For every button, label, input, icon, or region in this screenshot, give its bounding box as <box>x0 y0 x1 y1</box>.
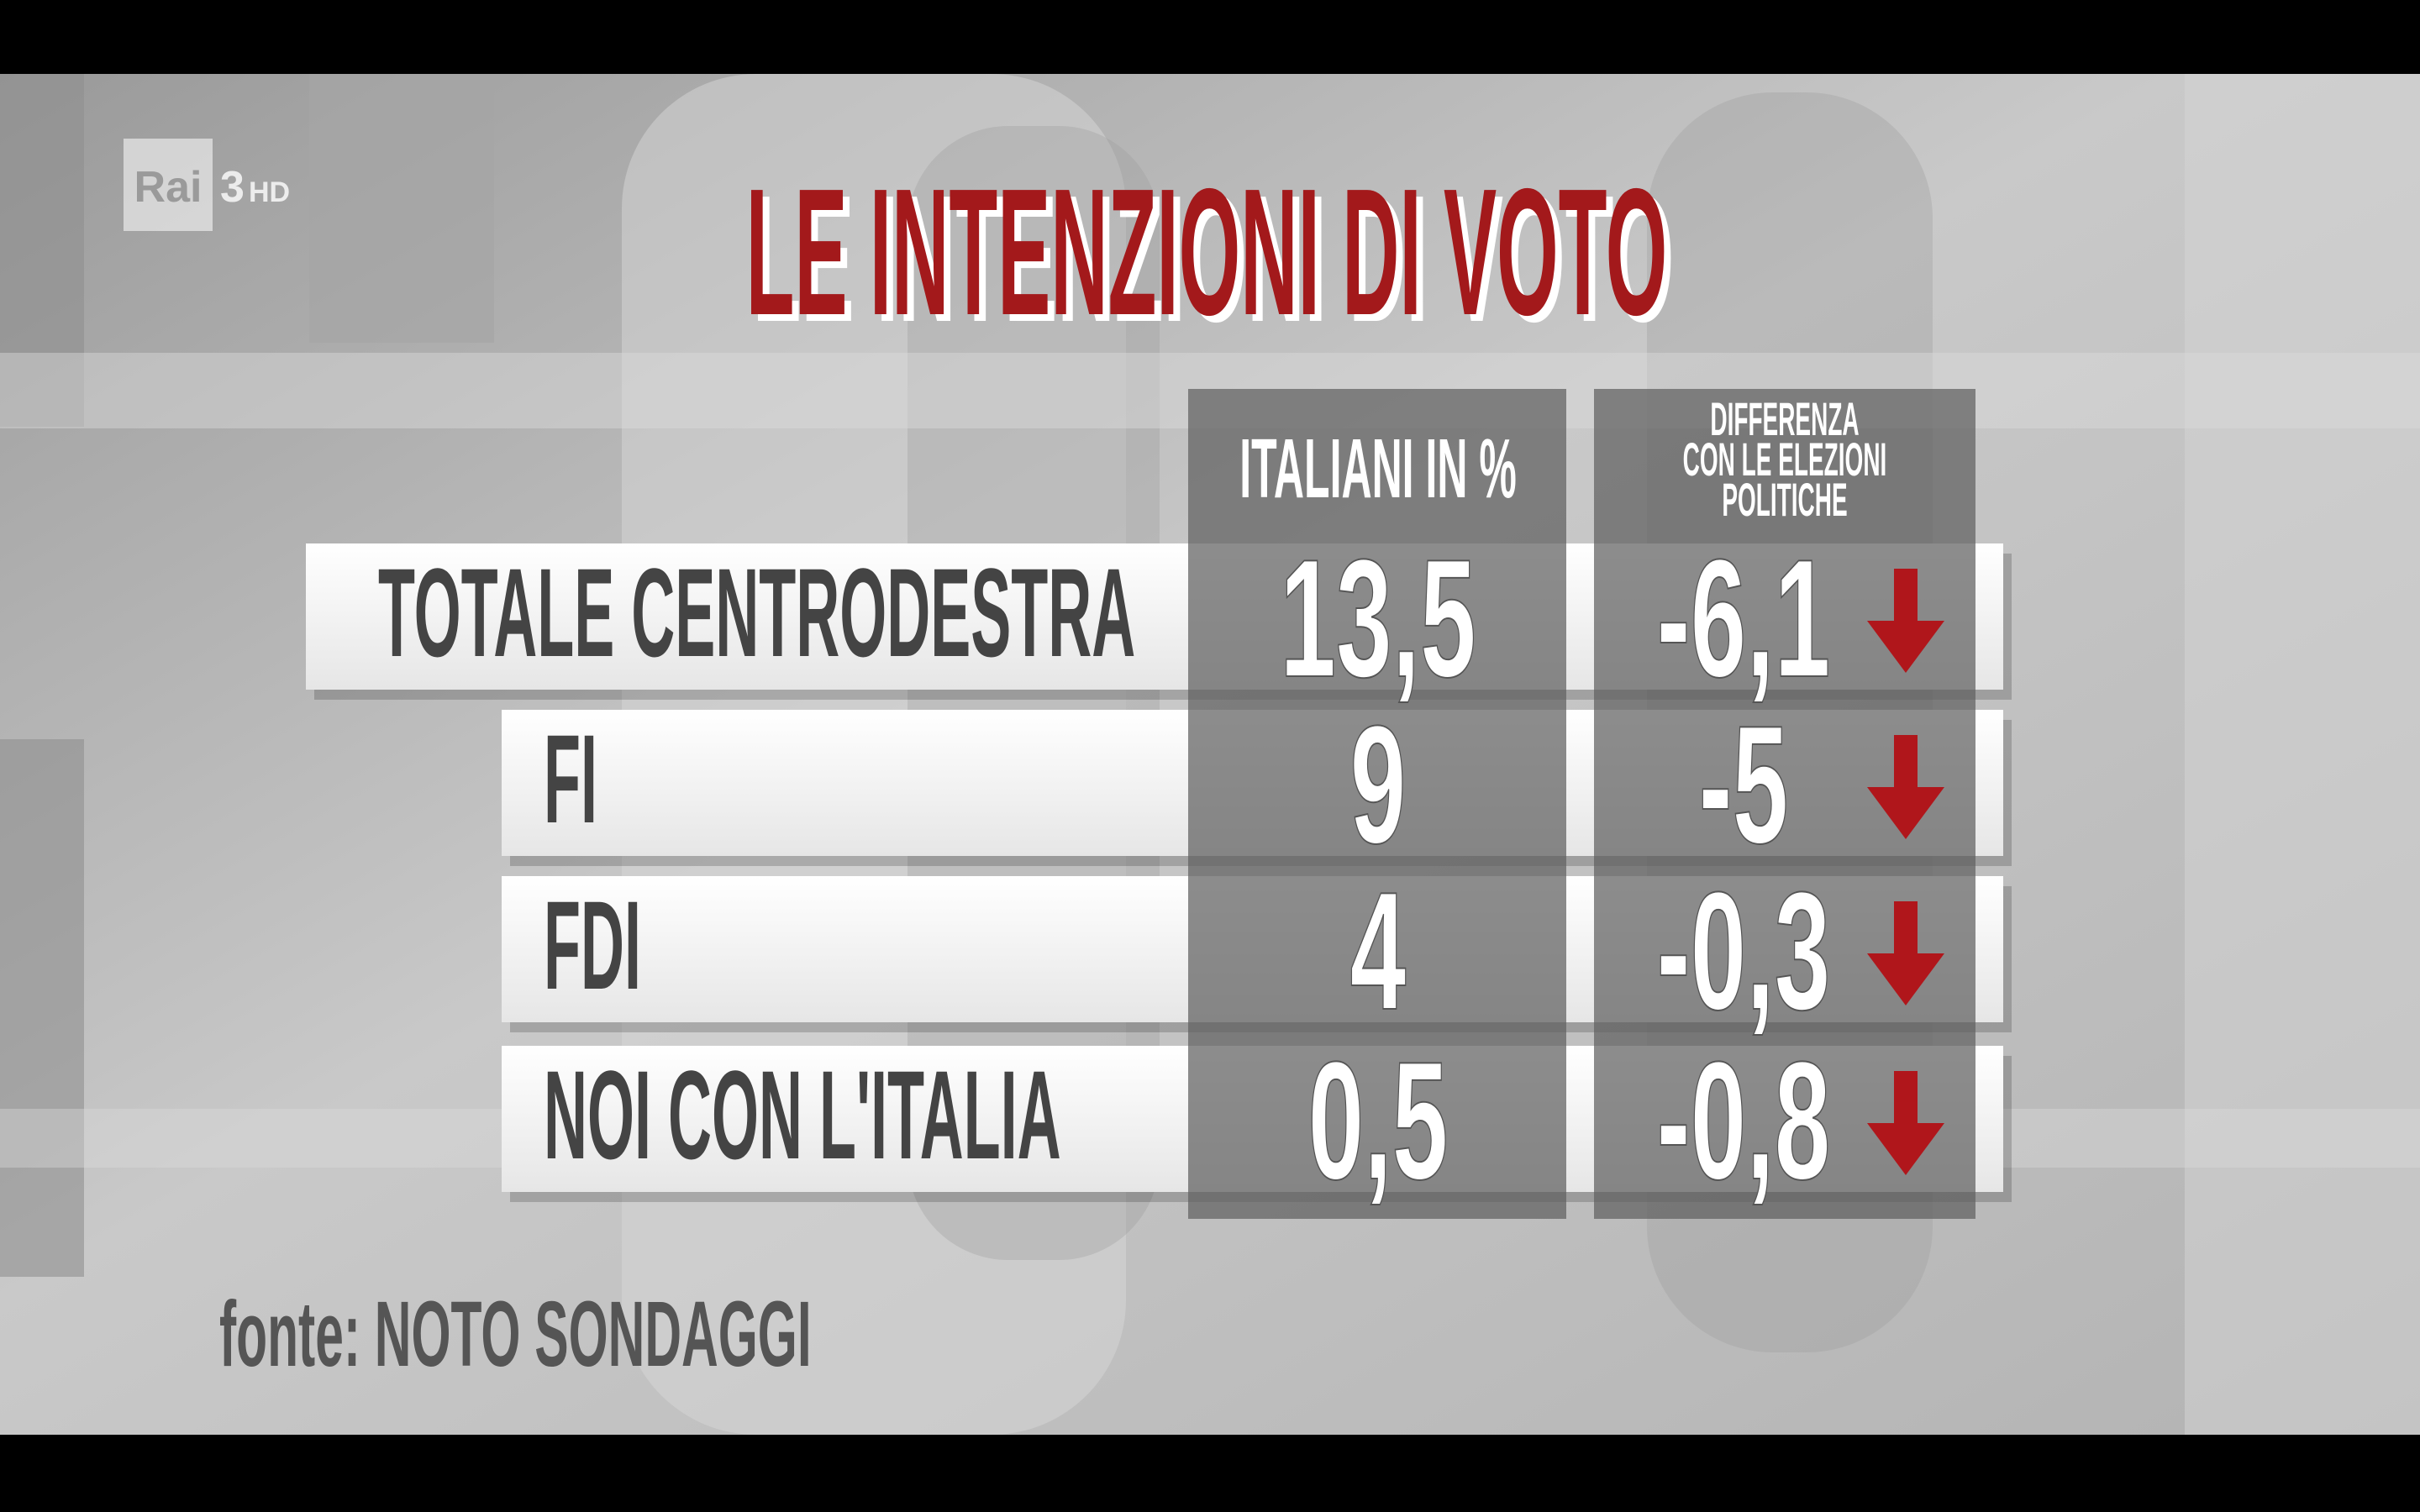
row-value: 0,5 <box>1308 1026 1449 1214</box>
title: LE INTENZIONI DI VOTO <box>746 152 1668 353</box>
down-arrow <box>1867 735 1944 839</box>
down-arrow <box>1867 1071 1944 1175</box>
row-value: 13,5 <box>1280 524 1476 711</box>
column-header: CON LE ELEZIONI <box>1683 434 1887 486</box>
row-label: NOI CON L'ITALIA <box>544 1044 1061 1185</box>
title-shadow: LE INTENZIONI DI VOTO <box>753 159 1675 360</box>
column-header: POLITICHE <box>1722 475 1847 527</box>
logo-channel: 3 <box>220 163 245 212</box>
row-label: TOTALE CENTRODESTRA <box>378 542 1135 683</box>
row-value: 9 <box>1350 690 1407 878</box>
row-difference: -5 <box>1699 690 1789 878</box>
row-difference: -0,3 <box>1657 857 1831 1044</box>
down-arrow <box>1867 569 1944 673</box>
row-label: FDI <box>544 874 641 1016</box>
channel-logo: Rai 3 HD <box>124 139 290 231</box>
row-difference: -6,1 <box>1657 524 1831 711</box>
logo-box <box>124 139 213 231</box>
down-arrow <box>1867 901 1944 1005</box>
column-panel <box>1188 389 1566 1219</box>
logo-brand: Rai <box>134 163 203 212</box>
column-header: DIFFERENZA <box>1710 394 1859 446</box>
column-header: ITALIANI IN % <box>1239 421 1517 516</box>
logo-quality: HD <box>249 176 290 208</box>
source: fonte: NOTO SONDAGGI <box>219 1283 812 1386</box>
row-difference: -0,8 <box>1657 1026 1831 1214</box>
row-label: FI <box>544 708 597 849</box>
row-value: 4 <box>1350 857 1407 1044</box>
